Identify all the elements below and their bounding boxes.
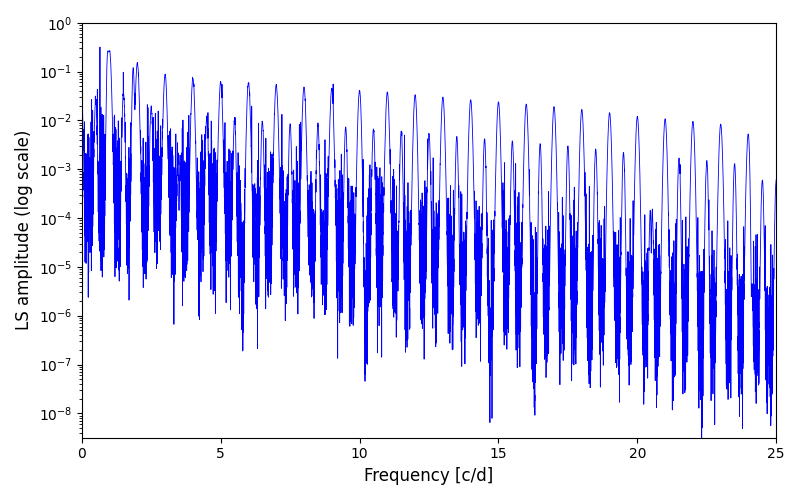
- X-axis label: Frequency [c/d]: Frequency [c/d]: [364, 467, 494, 485]
- Y-axis label: LS amplitude (log scale): LS amplitude (log scale): [15, 130, 33, 330]
